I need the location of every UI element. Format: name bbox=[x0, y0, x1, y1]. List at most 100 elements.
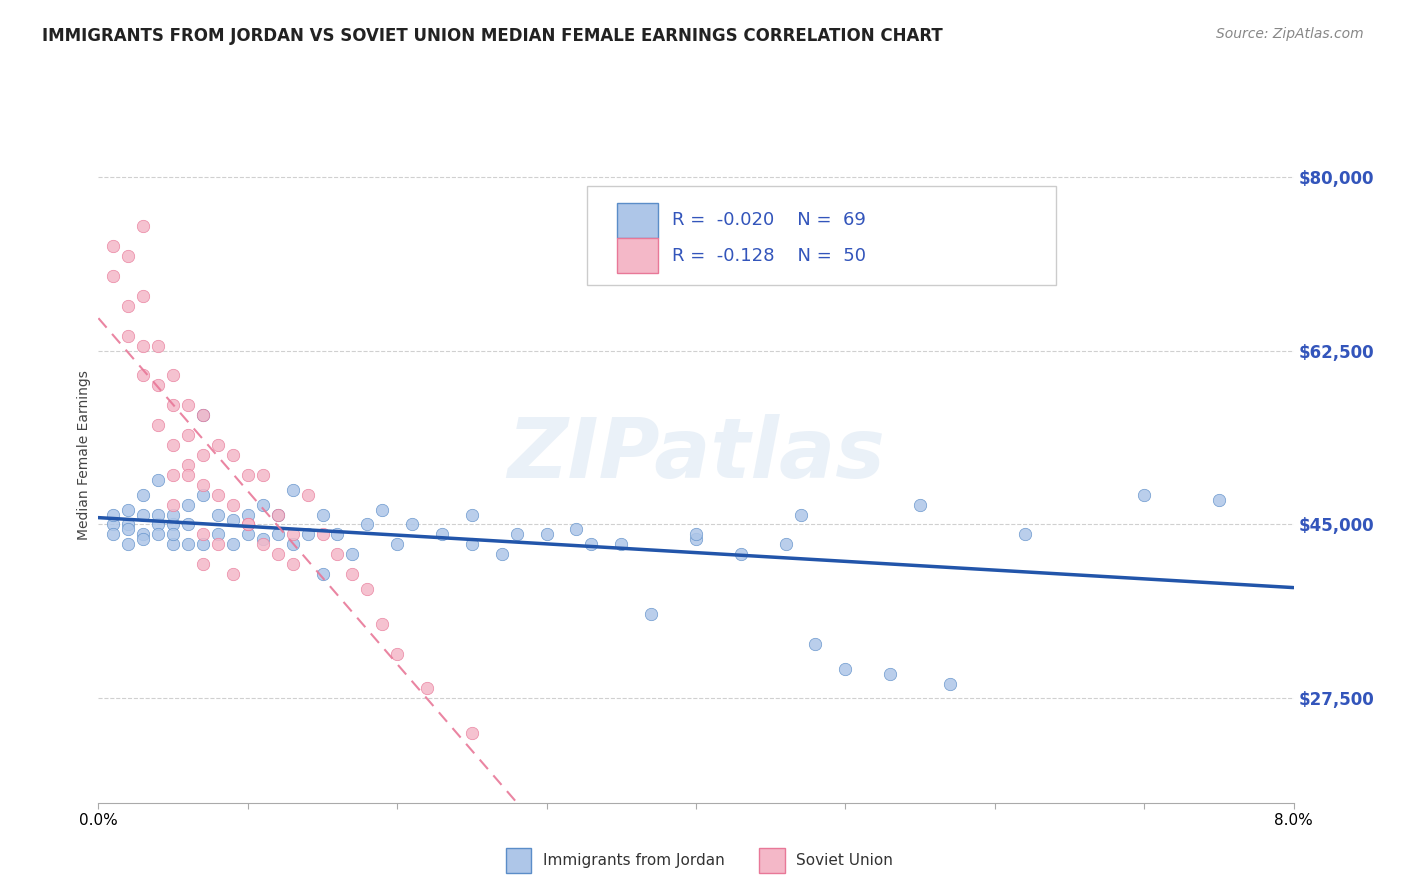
Point bbox=[236, 517, 259, 532]
Point bbox=[311, 508, 333, 522]
Point bbox=[326, 527, 349, 541]
Y-axis label: Median Female Earnings: Median Female Earnings bbox=[77, 370, 91, 540]
Point bbox=[148, 338, 170, 352]
Point bbox=[581, 537, 603, 551]
Point bbox=[730, 547, 752, 561]
Point bbox=[491, 547, 513, 561]
Point bbox=[236, 527, 259, 541]
Point bbox=[148, 527, 170, 541]
Text: IMMIGRANTS FROM JORDAN VS SOVIET UNION MEDIAN FEMALE EARNINGS CORRELATION CHART: IMMIGRANTS FROM JORDAN VS SOVIET UNION M… bbox=[42, 27, 943, 45]
Point bbox=[191, 558, 214, 572]
Point bbox=[461, 508, 484, 522]
Point bbox=[356, 517, 378, 532]
Point bbox=[939, 676, 962, 690]
Point bbox=[311, 567, 333, 582]
Point bbox=[148, 473, 170, 487]
Point bbox=[461, 726, 484, 740]
Point bbox=[1133, 488, 1156, 502]
Point bbox=[177, 458, 200, 472]
Point bbox=[789, 508, 811, 522]
Point bbox=[565, 523, 588, 537]
Point bbox=[191, 488, 214, 502]
Point bbox=[103, 527, 125, 541]
Point bbox=[191, 477, 214, 491]
Point bbox=[536, 527, 558, 541]
Point bbox=[162, 517, 184, 532]
Point bbox=[311, 527, 333, 541]
Point bbox=[148, 418, 170, 433]
Point bbox=[132, 368, 155, 383]
Point bbox=[103, 508, 125, 522]
Point bbox=[252, 537, 274, 551]
Point bbox=[267, 547, 290, 561]
Point bbox=[222, 448, 245, 462]
Point bbox=[281, 527, 304, 541]
Point bbox=[162, 498, 184, 512]
Point bbox=[281, 537, 304, 551]
Point bbox=[461, 537, 484, 551]
Point bbox=[191, 448, 214, 462]
Point bbox=[236, 517, 259, 532]
Point bbox=[103, 517, 125, 532]
Point bbox=[117, 523, 139, 537]
Point bbox=[222, 567, 245, 582]
Point bbox=[132, 219, 155, 234]
Point bbox=[267, 527, 290, 541]
Point bbox=[342, 567, 364, 582]
Point bbox=[834, 662, 856, 676]
Point bbox=[148, 517, 170, 532]
Point bbox=[207, 527, 229, 541]
Point bbox=[356, 582, 378, 596]
Point bbox=[191, 408, 214, 422]
Point bbox=[252, 498, 274, 512]
Point bbox=[610, 537, 633, 551]
Point bbox=[103, 239, 125, 253]
Point bbox=[207, 438, 229, 452]
Point bbox=[401, 517, 423, 532]
Text: R =  -0.128    N =  50: R = -0.128 N = 50 bbox=[672, 247, 866, 265]
Point bbox=[222, 498, 245, 512]
Point bbox=[117, 249, 139, 263]
Point bbox=[162, 467, 184, 482]
Point bbox=[775, 537, 797, 551]
Point bbox=[385, 537, 409, 551]
Point bbox=[132, 533, 155, 547]
Point bbox=[236, 467, 259, 482]
Text: ZIPatlas: ZIPatlas bbox=[508, 415, 884, 495]
Point bbox=[132, 527, 155, 541]
Point bbox=[132, 289, 155, 303]
Point bbox=[222, 537, 245, 551]
Point bbox=[281, 558, 304, 572]
Point bbox=[267, 508, 290, 522]
Point bbox=[236, 508, 259, 522]
Point bbox=[371, 502, 394, 516]
Point bbox=[132, 488, 155, 502]
Point bbox=[117, 502, 139, 516]
Point bbox=[416, 681, 439, 696]
Point bbox=[162, 508, 184, 522]
Point bbox=[297, 488, 319, 502]
Point bbox=[685, 527, 707, 541]
Point bbox=[207, 537, 229, 551]
Point bbox=[117, 517, 139, 532]
Point bbox=[207, 508, 229, 522]
Text: R =  -0.020    N =  69: R = -0.020 N = 69 bbox=[672, 211, 866, 229]
Point bbox=[385, 647, 409, 661]
Point bbox=[162, 368, 184, 383]
Point bbox=[117, 299, 139, 313]
Point bbox=[1208, 492, 1230, 507]
Point bbox=[148, 508, 170, 522]
Point bbox=[207, 488, 229, 502]
Point bbox=[162, 527, 184, 541]
Point bbox=[879, 666, 901, 681]
Point bbox=[191, 537, 214, 551]
Point bbox=[132, 508, 155, 522]
Point bbox=[326, 547, 349, 561]
Point bbox=[148, 378, 170, 392]
Point bbox=[297, 527, 319, 541]
Point bbox=[252, 467, 274, 482]
Text: Immigrants from Jordan: Immigrants from Jordan bbox=[543, 854, 724, 868]
Point bbox=[132, 338, 155, 352]
Point bbox=[103, 268, 125, 283]
Point bbox=[162, 438, 184, 452]
